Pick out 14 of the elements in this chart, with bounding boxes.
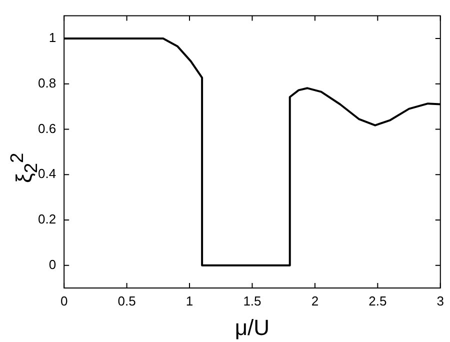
x-tick-label: 2: [311, 293, 319, 308]
x-tick-label: 0: [60, 293, 68, 308]
y-tick-label: 1: [48, 30, 56, 46]
y-tick-label: 0.6: [38, 120, 56, 136]
x-tick-label: 1: [186, 293, 194, 308]
x-tick-label: 2.5: [368, 293, 387, 308]
x-tick-label: 0.5: [118, 293, 136, 308]
y-tick-label: 0.2: [38, 212, 56, 227]
x-axis-title: μ/U: [234, 314, 270, 340]
y-tick-label: 0: [48, 256, 56, 272]
x-tick-label: 3: [436, 293, 444, 308]
x-tick-label: 1.5: [243, 293, 262, 308]
y-tick-label: 0.8: [38, 75, 56, 90]
y-tick-label: 0.4: [38, 166, 56, 182]
